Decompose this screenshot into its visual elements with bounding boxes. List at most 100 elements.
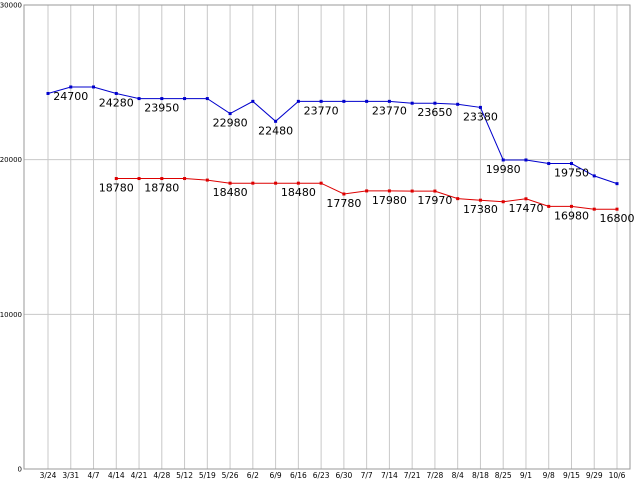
data-point-1 <box>183 97 187 101</box>
x-tick-label: 6/16 <box>290 471 307 480</box>
x-tick-label: 9/1 <box>520 471 532 480</box>
data-point-2 <box>569 204 573 208</box>
data-point-1 <box>114 91 118 95</box>
x-tick-label: 8/25 <box>495 471 512 480</box>
data-point-1 <box>46 91 50 95</box>
data-point-1 <box>319 99 323 103</box>
data-label-2: 17470 <box>508 202 543 215</box>
x-tick-label: 7/14 <box>381 471 398 480</box>
data-label-2: 18480 <box>281 186 316 199</box>
data-point-2 <box>251 181 255 185</box>
data-point-2 <box>524 197 528 201</box>
data-point-1 <box>365 99 369 103</box>
data-point-1 <box>478 105 482 109</box>
data-point-2 <box>114 177 118 181</box>
plot-border <box>23 4 631 470</box>
data-point-2 <box>478 198 482 202</box>
data-label-1: 19980 <box>486 163 521 176</box>
data-point-2 <box>205 178 209 182</box>
x-tick-label: 7/7 <box>361 471 373 480</box>
x-tick-label: 6/30 <box>335 471 352 480</box>
x-tick-label: 3/31 <box>62 471 79 480</box>
data-point-2 <box>274 181 278 185</box>
data-label-2: 17780 <box>326 197 361 210</box>
data-point-2 <box>342 192 346 196</box>
data-label-1: 19750 <box>554 167 589 180</box>
data-label-2: 18780 <box>144 182 179 195</box>
data-point-2 <box>228 181 232 185</box>
data-point-2 <box>615 207 619 211</box>
y-tick-label: 20000 <box>0 156 22 164</box>
y-tick-label: 10000 <box>0 311 22 319</box>
data-label-2: 18480 <box>213 186 248 199</box>
x-tick-label: 8/18 <box>472 471 489 480</box>
data-point-2 <box>137 177 141 181</box>
x-tick-label: 6/2 <box>247 471 259 480</box>
data-point-2 <box>501 200 505 204</box>
x-tick-label: 8/4 <box>452 471 464 480</box>
data-point-2 <box>456 197 460 201</box>
data-point-1 <box>387 99 391 103</box>
data-point-1 <box>615 182 619 186</box>
data-point-2 <box>319 181 323 185</box>
data-label-1: 23770 <box>372 104 407 117</box>
x-tick-label: 10/6 <box>609 471 626 480</box>
data-point-1 <box>433 101 437 105</box>
data-point-1 <box>296 99 300 103</box>
data-point-1 <box>137 97 141 101</box>
x-tick-label: 9/8 <box>543 471 555 480</box>
x-tick-label: 4/14 <box>108 471 125 480</box>
x-tick-label: 6/9 <box>270 471 282 480</box>
data-point-2 <box>183 177 187 181</box>
x-tick-label: 5/26 <box>222 471 239 480</box>
data-point-2 <box>365 189 369 193</box>
data-label-1: 22980 <box>213 117 248 130</box>
data-point-2 <box>547 204 551 208</box>
data-point-1 <box>569 162 573 166</box>
x-tick-label: 7/21 <box>404 471 421 480</box>
y-tick-label: 30000 <box>0 2 22 10</box>
data-point-1 <box>410 101 414 105</box>
x-tick-label: 3/24 <box>40 471 57 480</box>
x-tick-label: 9/29 <box>586 471 603 480</box>
data-point-2 <box>410 189 414 193</box>
data-label-1: 23380 <box>463 110 498 123</box>
data-label-2: 17970 <box>417 194 452 207</box>
data-point-2 <box>592 207 596 211</box>
data-point-1 <box>592 174 596 178</box>
data-point-1 <box>547 162 551 166</box>
data-label-1: 24280 <box>99 96 134 109</box>
data-label-1: 22480 <box>258 124 293 137</box>
grid <box>24 4 630 470</box>
data-label-1: 23950 <box>144 102 179 115</box>
x-tick-label: 6/23 <box>313 471 330 480</box>
data-label-2: 16980 <box>554 209 589 222</box>
data-labels: 24700 24280 23950 22980 22480 23770 23770 23650… <box>53 90 634 225</box>
data-point-1 <box>69 85 73 89</box>
x-tick-label: 7/28 <box>426 471 443 480</box>
y-tick-label: 0 <box>18 466 22 474</box>
data-point-1 <box>456 102 460 106</box>
data-label-2: 17980 <box>372 194 407 207</box>
data-point-1 <box>92 85 96 89</box>
data-point-1 <box>228 112 232 116</box>
x-tick-label: 4/7 <box>87 471 99 480</box>
series-layer <box>46 85 619 211</box>
data-label-2: 18780 <box>99 182 134 195</box>
data-label-2: 16800 <box>600 212 635 225</box>
data-point-2 <box>433 189 437 193</box>
data-point-1 <box>205 97 209 101</box>
x-tick-label: 4/28 <box>153 471 170 480</box>
data-point-1 <box>274 119 278 123</box>
data-point-2 <box>160 177 164 181</box>
x-tick-label: 5/12 <box>176 471 193 480</box>
x-tick-label: 5/19 <box>199 471 216 480</box>
data-label-1: 23650 <box>417 106 452 119</box>
data-label-2: 17380 <box>463 203 498 216</box>
data-point-2 <box>387 189 391 193</box>
data-point-1 <box>501 158 505 162</box>
data-point-1 <box>160 97 164 101</box>
x-tick-label: 9/15 <box>563 471 580 480</box>
x-tick-label: 4/21 <box>131 471 148 480</box>
